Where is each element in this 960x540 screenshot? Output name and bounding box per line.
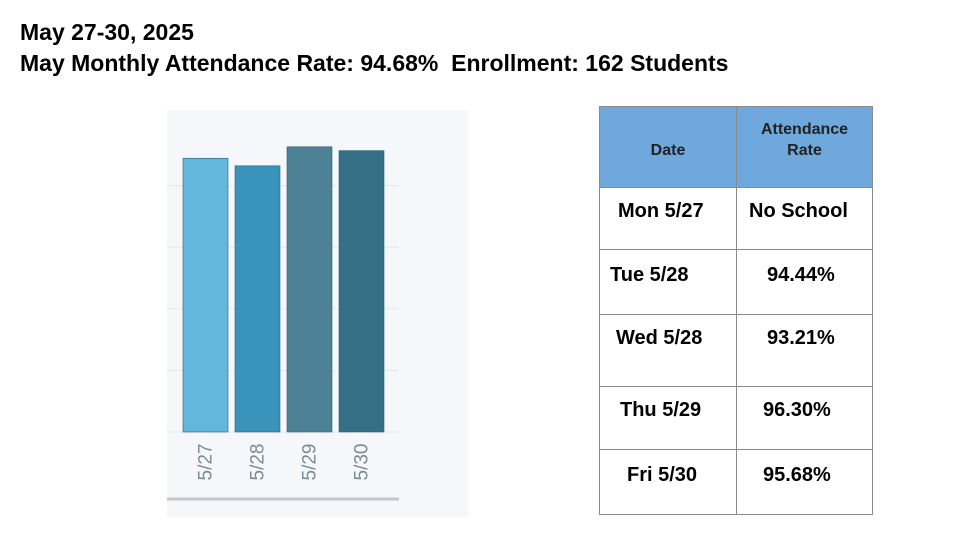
x-tick-label: 5/29: [300, 444, 321, 481]
date-cell: Tue 5/28: [599, 249, 737, 315]
table-row: Wed 5/28 93.21%: [599, 314, 873, 387]
table-row: Fri 5/30 95.68%: [599, 449, 873, 515]
rate-cell: 93.21%: [736, 314, 873, 387]
date-cell: Fri 5/30: [599, 449, 737, 515]
bar-5-29: [286, 146, 333, 433]
date-text: Mon 5/27: [618, 200, 704, 222]
table-row: Mon 5/27 No School: [599, 187, 873, 250]
header-date-label: Date: [650, 142, 686, 159]
date-cell: Thu 5/29: [599, 386, 737, 450]
rate-cell: 95.68%: [736, 449, 873, 515]
rate-cell: No School: [736, 187, 873, 250]
attendance-bar-chart: 5/27 5/28 5/29 5/30: [167, 146, 399, 501]
rate-text: 93.21%: [767, 327, 835, 349]
attendance-table: Date Attendance Rate Mon 5/27 No School …: [599, 106, 873, 515]
table-header-row: Date Attendance Rate: [599, 106, 873, 188]
report-date-range: May 27-30, 2025: [20, 19, 194, 45]
date-text: Tue 5/28: [610, 264, 689, 286]
rate-text: 96.30%: [763, 399, 831, 421]
date-text: Fri 5/30: [627, 464, 698, 486]
rate-text: No School: [749, 200, 848, 222]
attendance-chart: 5/27 5/28 5/29 5/30: [167, 110, 468, 517]
date-cell: Mon 5/27: [599, 187, 737, 250]
rate-text: 94.44%: [767, 264, 835, 286]
bar-5-28: [234, 165, 281, 433]
x-tick-label: 5/27: [196, 444, 217, 481]
table-row: Thu 5/29 96.30%: [599, 386, 873, 450]
x-tick-label: 5/30: [352, 444, 373, 481]
monthly-summary: May Monthly Attendance Rate: 94.68% Enro…: [20, 50, 729, 76]
header-attendance-rate: Attendance Rate: [736, 106, 873, 188]
x-tick-label: 5/28: [248, 444, 269, 481]
header-date: Date: [599, 106, 737, 188]
rate-cell: 96.30%: [736, 386, 873, 450]
table-row: Tue 5/28 94.44%: [599, 249, 873, 315]
bar-5-30: [338, 150, 385, 433]
header-rate-label: Attendance Rate: [760, 121, 849, 159]
date-text: Wed 5/28: [616, 327, 703, 349]
rate-cell: 94.44%: [736, 249, 873, 315]
rate-text: 95.68%: [763, 464, 831, 486]
date-cell: Wed 5/28: [599, 314, 737, 387]
date-text: Thu 5/29: [620, 399, 702, 421]
bar-5-27: [182, 157, 229, 433]
